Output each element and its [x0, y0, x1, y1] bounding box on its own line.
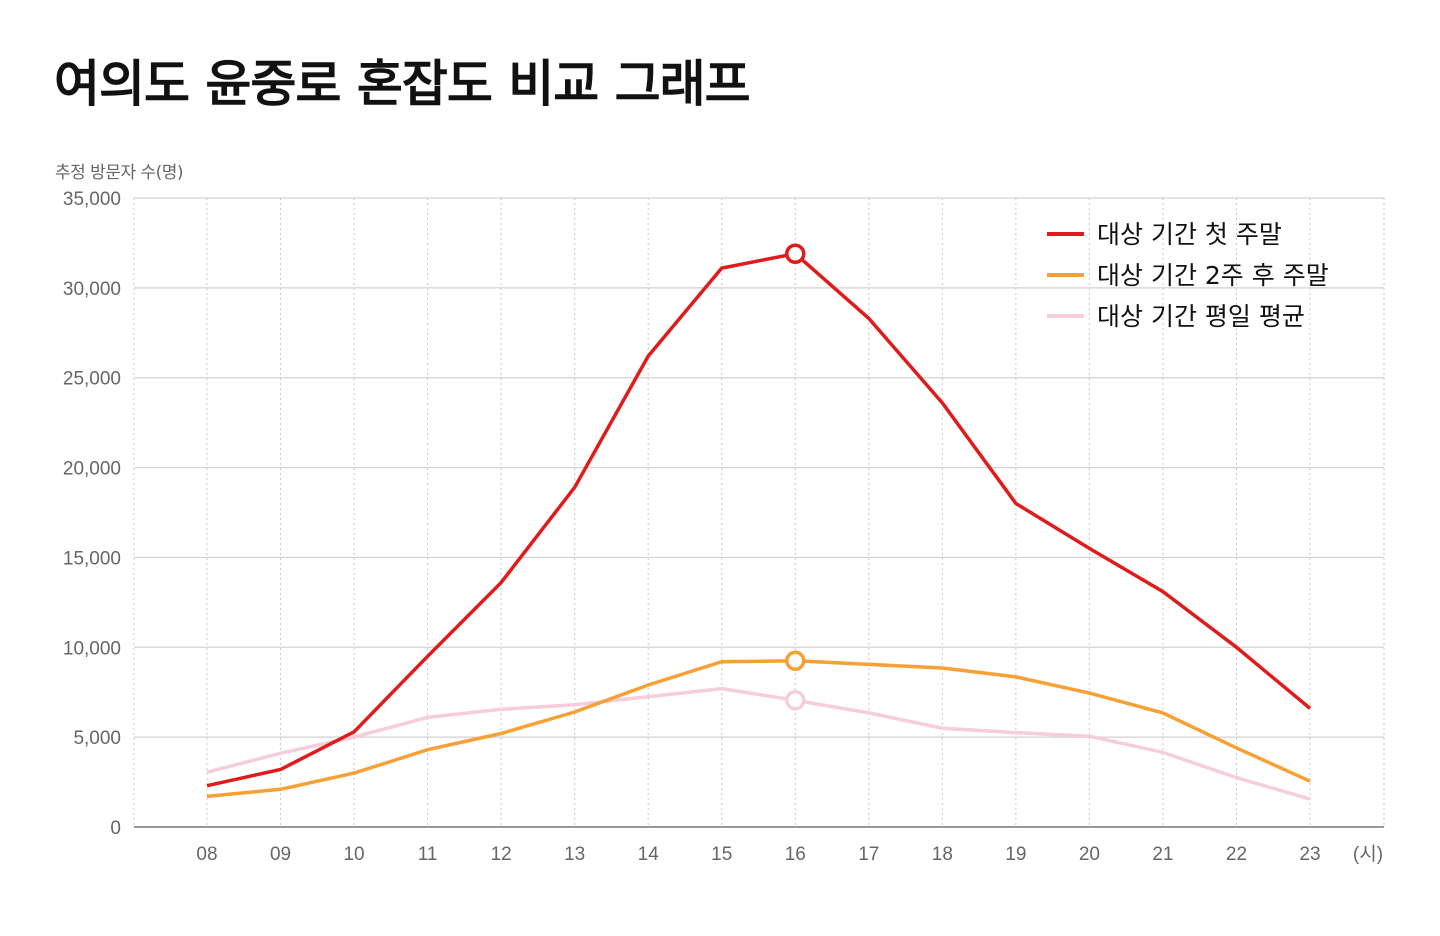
x-tick-label: 19	[1005, 844, 1026, 865]
x-tick-label: 21	[1152, 844, 1173, 865]
vertical-gridlines	[133, 198, 1385, 827]
y-tick-label: 10,000	[63, 638, 121, 659]
y-tick-label: 5,000	[73, 728, 121, 749]
legend-label: 대상 기간 2주 후 주말	[1097, 261, 1329, 290]
y-tick-label: 30,000	[63, 279, 121, 300]
x-axis-unit: (시)	[1353, 844, 1383, 865]
highlight-markers	[785, 243, 806, 711]
highlight-marker	[785, 690, 806, 711]
x-tick-label: 17	[858, 844, 879, 865]
x-tick-label: 18	[932, 844, 953, 865]
x-tick-label: 09	[270, 844, 291, 865]
y-axis-label: 추정 방문자 수(명)	[55, 163, 184, 183]
chart-title: 여의도 윤중로 혼잡도 비교 그래프	[54, 55, 751, 113]
legend-label: 대상 기간 첫 주말	[1097, 220, 1282, 249]
y-tick-label: 0	[110, 818, 121, 839]
y-tick-label: 15,000	[63, 548, 121, 569]
x-tick-label: 12	[491, 844, 512, 865]
x-tick-label: 15	[711, 844, 732, 865]
horizontal-gridlines	[134, 197, 1384, 828]
y-axis-ticks: 0 5,000 10,000 15,000 20,000 25,000 30,000 35,0…	[63, 189, 121, 839]
x-axis-ticks: 08 09 10 11 12 13 14 15 16 17 18 19 20 21 22 23	[196, 844, 1320, 865]
x-tick-label: 08	[196, 844, 217, 865]
x-tick-label: 14	[638, 844, 660, 865]
series-lines	[206, 251, 1312, 801]
legend-label: 대상 기간 평일 평균	[1097, 302, 1305, 331]
x-tick-label: 23	[1299, 844, 1320, 865]
y-tick-label: 25,000	[63, 369, 121, 390]
x-tick-label: 20	[1079, 844, 1100, 865]
y-tick-label: 35,000	[63, 189, 121, 210]
x-tick-label: 11	[418, 844, 438, 865]
series-line	[206, 251, 1312, 788]
series-line	[206, 686, 1311, 801]
x-tick-label: 16	[785, 844, 806, 865]
series-line	[206, 659, 1311, 799]
x-tick-label: 13	[564, 844, 585, 865]
highlight-marker	[785, 650, 806, 672]
x-tick-label: 22	[1226, 844, 1247, 865]
x-tick-label: 10	[343, 844, 364, 865]
highlight-marker	[785, 243, 806, 264]
y-tick-label: 20,000	[63, 459, 121, 480]
